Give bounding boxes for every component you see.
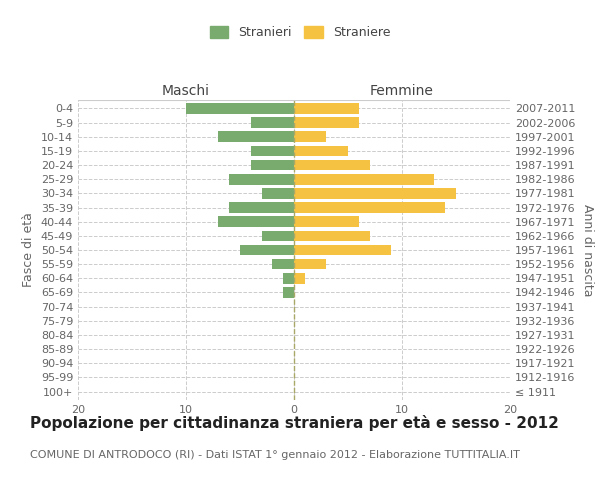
Text: COMUNE DI ANTRODOCO (RI) - Dati ISTAT 1° gennaio 2012 - Elaborazione TUTTITALIA.: COMUNE DI ANTRODOCO (RI) - Dati ISTAT 1°… — [30, 450, 520, 460]
Bar — [262, 188, 294, 198]
Bar — [186, 103, 294, 114]
Bar — [294, 174, 434, 184]
Text: Maschi: Maschi — [162, 84, 210, 98]
Bar — [294, 244, 391, 256]
Bar — [294, 259, 326, 270]
Bar — [251, 118, 294, 128]
Bar — [262, 230, 294, 241]
Bar — [294, 146, 348, 156]
Bar — [240, 244, 294, 256]
Bar — [294, 132, 326, 142]
Bar — [294, 230, 370, 241]
Text: Popolazione per cittadinanza straniera per età e sesso - 2012: Popolazione per cittadinanza straniera p… — [30, 415, 559, 431]
Bar — [251, 160, 294, 170]
Bar — [283, 273, 294, 283]
Bar — [218, 216, 294, 227]
Bar — [218, 132, 294, 142]
Bar — [294, 160, 370, 170]
Bar — [229, 202, 294, 213]
Bar — [272, 259, 294, 270]
Bar — [294, 103, 359, 114]
Bar — [294, 273, 305, 283]
Bar — [294, 188, 456, 198]
Y-axis label: Anni di nascita: Anni di nascita — [581, 204, 594, 296]
Bar — [294, 118, 359, 128]
Text: Femmine: Femmine — [370, 84, 434, 98]
Legend: Stranieri, Straniere: Stranieri, Straniere — [205, 21, 395, 44]
Bar — [251, 146, 294, 156]
Y-axis label: Fasce di età: Fasce di età — [22, 212, 35, 288]
Bar — [294, 216, 359, 227]
Bar — [294, 202, 445, 213]
Bar — [229, 174, 294, 184]
Bar — [283, 287, 294, 298]
